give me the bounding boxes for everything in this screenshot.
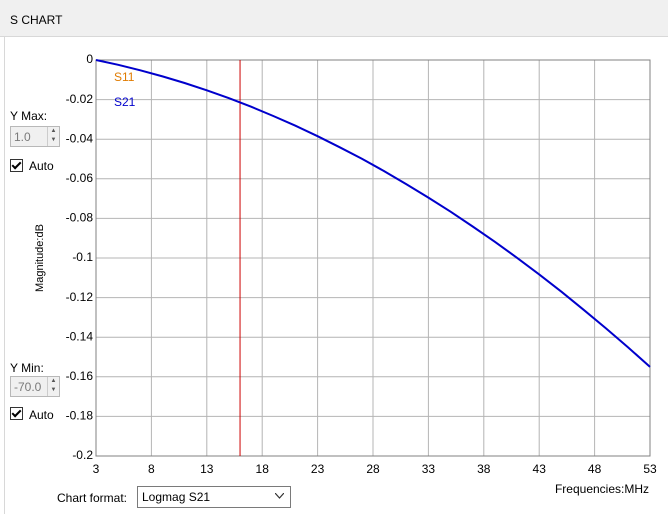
y-axis-label: Magnitude:dB <box>34 224 46 292</box>
x-tick-label: 43 <box>533 462 547 476</box>
x-tick-label: 3 <box>93 462 100 476</box>
ymax-label: Y Max: <box>10 109 48 123</box>
spin-arrows[interactable]: ▲ ▼ <box>47 127 59 146</box>
x-tick-label: 53 <box>643 462 657 476</box>
x-tick-label: 48 <box>588 462 602 476</box>
x-tick-label: 38 <box>477 462 491 476</box>
ymax-input[interactable]: 1.0 ▲ ▼ <box>10 126 60 147</box>
ymin-label: Y Min: <box>10 361 44 375</box>
ymax-value: 1.0 <box>14 130 31 144</box>
y-tick-label: 0 <box>86 52 93 66</box>
x-tick-label: 18 <box>256 462 270 476</box>
y-tick-label: -0.14 <box>66 329 94 343</box>
x-axis-label: Frequencies:MHz <box>555 482 649 496</box>
x-tick-label: 28 <box>366 462 380 476</box>
x-tick-label: 33 <box>422 462 436 476</box>
y-tick-label: -0.18 <box>66 409 94 423</box>
y-tick-label: -0.2 <box>72 448 93 462</box>
title-bar: S CHART <box>0 0 668 37</box>
chart-format-label: Chart format: <box>57 491 128 505</box>
plot-border <box>95 59 651 457</box>
x-tick-label: 13 <box>200 462 214 476</box>
y-tick-label: -0.12 <box>66 290 94 304</box>
ymax-auto-label: Auto <box>29 159 54 173</box>
chart-format-value: Logmag S21 <box>142 490 211 504</box>
x-tick-label: 8 <box>148 462 155 476</box>
frame <box>4 36 667 514</box>
dropdown-arrow <box>275 493 284 499</box>
window-title: S CHART <box>10 13 63 27</box>
ymax-auto-checkbox[interactable] <box>10 159 23 172</box>
y-tick-label: -0.04 <box>66 131 94 145</box>
legend-entry: S11 <box>114 70 135 84</box>
y-tick-label: -0.08 <box>66 211 94 225</box>
series-line <box>95 59 651 368</box>
x-tick-label: 23 <box>311 462 325 476</box>
spin-arrows[interactable]: ▲ ▼ <box>47 377 59 396</box>
ymin-value: -70.0 <box>14 380 42 394</box>
y-tick-label: -0.16 <box>66 369 94 383</box>
chart-format-select[interactable]: Logmag S21 <box>137 486 291 508</box>
y-tick-label: -0.1 <box>72 250 93 264</box>
ymin-auto-label: Auto <box>29 408 54 422</box>
y-tick-label: -0.02 <box>66 92 94 106</box>
legend-entry: S21 <box>114 95 136 109</box>
ymin-input[interactable]: -70.0 ▲ ▼ <box>10 376 60 397</box>
ymin-auto-checkbox[interactable] <box>10 407 23 420</box>
y-tick-label: -0.06 <box>66 171 94 185</box>
